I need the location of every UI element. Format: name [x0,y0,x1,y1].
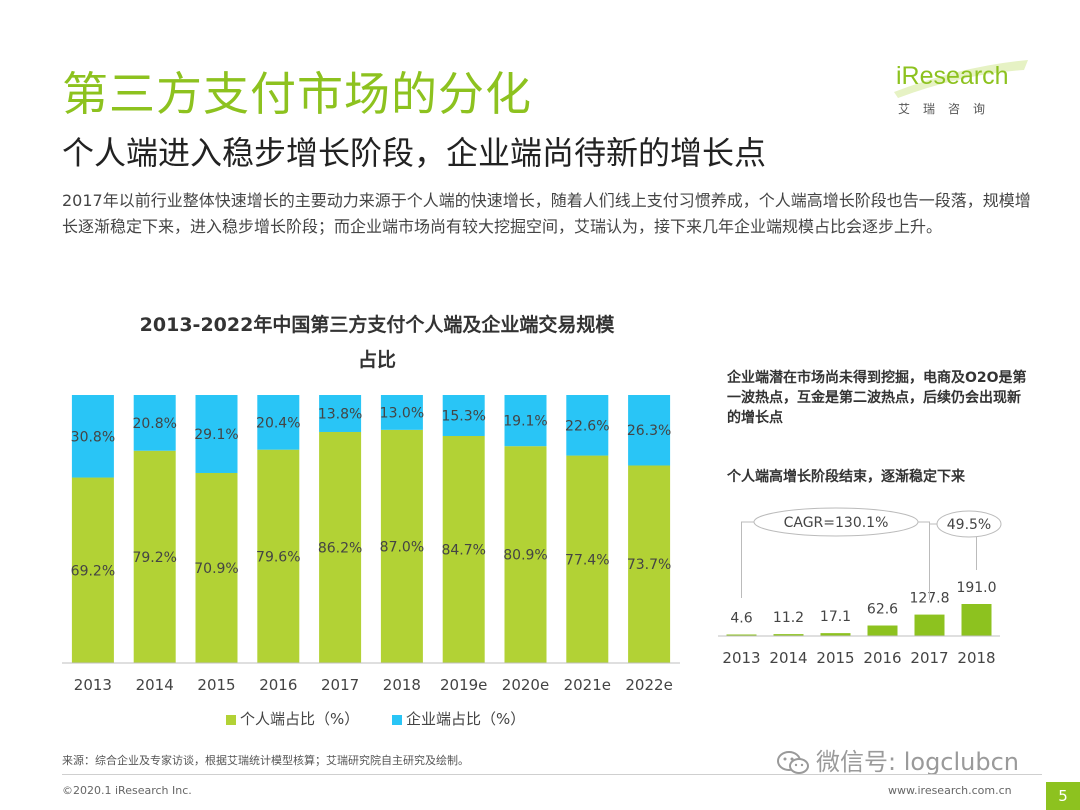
x-tick-label-2021e: 2021e [564,676,611,694]
small-bar-2018 [961,604,992,636]
legend-swatch-personal [226,714,236,725]
small-bar-2016 [867,625,898,636]
chart-legend: 个人端占比（%） 企业端占比（%） [226,708,553,729]
bar-personal-2017 [319,431,362,663]
bar-personal-2019e [442,436,485,663]
cagr-bubble [753,507,919,537]
small-bar-value-2013: 4.6 [730,611,752,627]
data-label-enterprise-2015: 29.1% [194,427,238,443]
bar-enterprise-2014 [133,395,176,451]
bar-enterprise-2021e [566,395,609,456]
data-label-personal-2018: 87.0% [380,539,424,555]
data-label-personal-2019e: 84.7% [441,543,485,559]
data-label-personal-2020e: 80.9% [503,548,547,564]
small-bar-value-2015: 17.1 [820,609,851,625]
website-link[interactable]: www.iresearch.com.cn [888,784,1012,797]
small-x-tick-2016: 2016 [863,649,901,667]
data-label-personal-2013: 69.2% [71,563,115,579]
cagr-annotation: CAGR=130.1% [784,515,889,531]
small-x-tick-2014: 2014 [769,649,807,667]
data-label-personal-2016: 79.6% [256,549,300,565]
x-tick-label-2016: 2016 [259,676,297,694]
source-note: 来源：综合企业及专家访谈，根据艾瑞统计模型核算；艾瑞研究院自主研究及绘制。 [62,754,469,767]
small-bar-value-2016: 62.6 [867,602,898,618]
small-x-tick-2013: 2013 [722,649,760,667]
page-title: 第三方支付市场的分化 [62,67,532,121]
data-label-enterprise-2021e: 22.6% [565,418,609,434]
data-label-enterprise-2020e: 19.1% [503,414,547,430]
enterprise-note: 企业端潜在市场尚未得到挖掘，电商及O2O是第一波热点，互金是第二波热点，后续仍会… [727,370,1027,426]
page-number: 5 [1046,782,1080,810]
iresearch-logo: iResearch 艾瑞咨询 [892,60,1032,120]
small-bar-2017 [914,614,945,636]
growth-annotation: 49.5% [947,517,991,533]
bar-enterprise-2016 [257,395,300,450]
small-x-tick-2018: 2018 [957,649,995,667]
page-subtitle: 个人端进入稳步增长阶段，企业端尚待新的增长点 [62,134,767,172]
legend-label-personal: 个人端占比（%） [240,710,360,728]
data-label-personal-2015: 70.9% [194,561,238,577]
bar-enterprise-2013 [71,395,114,478]
data-label-enterprise-2014: 20.8% [132,416,176,432]
x-tick-label-2019e: 2019e [440,676,487,694]
data-label-enterprise-2017: 13.8% [318,406,362,422]
bar-enterprise-2018 [380,395,423,430]
small-bar-2014 [773,634,804,636]
bar-enterprise-2022e [628,395,671,466]
x-tick-label-2020e: 2020e [502,676,549,694]
data-label-enterprise-2013: 30.8% [71,429,115,445]
data-label-personal-2021e: 77.4% [565,552,609,568]
x-tick-label-2013: 2013 [74,676,112,694]
bar-personal-2014 [133,450,176,663]
growth-bubble [936,510,1002,538]
wechat-icon [777,751,809,774]
data-label-personal-2022e: 73.7% [627,557,671,573]
bar-personal-2020e [504,446,547,663]
logo-tagline: 艾瑞咨询 [898,102,999,116]
data-label-personal-2014: 79.2% [132,550,176,566]
bar-personal-2022e [628,465,671,663]
small-bar-value-2014: 11.2 [773,610,804,626]
legend-label-enterprise: 企业端占比（%） [406,710,526,728]
small-bar-2013 [726,634,757,636]
footer-divider [62,774,1042,775]
copyright: ©2020.1 iResearch Inc. [62,784,192,797]
bar-enterprise-2017 [319,395,362,432]
personal-note: 个人端高增长阶段结束，逐渐稳定下来 [727,469,965,485]
small-x-tick-2017: 2017 [910,649,948,667]
logo-swoosh-icon [894,60,1028,98]
bar-personal-2015 [195,472,238,663]
x-tick-label-2018: 2018 [383,676,421,694]
wechat-watermark: 微信号: logclubcn [776,742,1019,777]
bar-personal-2021e [566,455,609,663]
x-tick-label-2014: 2014 [136,676,174,694]
data-label-enterprise-2019e: 15.3% [441,409,485,425]
watermark-text: 微信号: logclubcn [816,748,1020,776]
data-label-personal-2017: 86.2% [318,540,362,556]
bar-enterprise-2015 [195,395,238,473]
bar-enterprise-2020e [504,395,547,447]
bar-enterprise-2019e [442,395,485,437]
bar-personal-2013 [71,477,114,663]
small-x-tick-2015: 2015 [816,649,854,667]
x-tick-label-2022e: 2022e [625,676,672,694]
legend-item-enterprise: 企业端占比（%） [392,708,525,729]
data-label-enterprise-2018: 13.0% [380,405,424,421]
legend-item-personal: 个人端占比（%） [226,708,359,729]
bar-personal-2018 [380,429,423,663]
data-label-enterprise-2022e: 26.3% [627,423,671,439]
data-label-enterprise-2016: 20.4% [256,415,300,431]
small-bar-2015 [820,633,851,636]
legend-swatch-enterprise [392,714,403,725]
x-tick-label-2017: 2017 [321,676,359,694]
x-tick-label-2015: 2015 [197,676,235,694]
chart-title-line-2: 占比 [357,349,396,371]
intro-paragraph: 2017年以前行业整体快速增长的主要动力来源于个人端的快速增长，随着人们线上支付… [62,191,1031,236]
small-bar-value-2018: 191.0 [956,580,996,596]
logo-wordmark: iResearch [896,62,1009,90]
chart-title-line-1: 2013-2022年中国第三方支付个人端及企业端交易规模 [139,314,615,336]
bar-personal-2016 [257,449,300,663]
